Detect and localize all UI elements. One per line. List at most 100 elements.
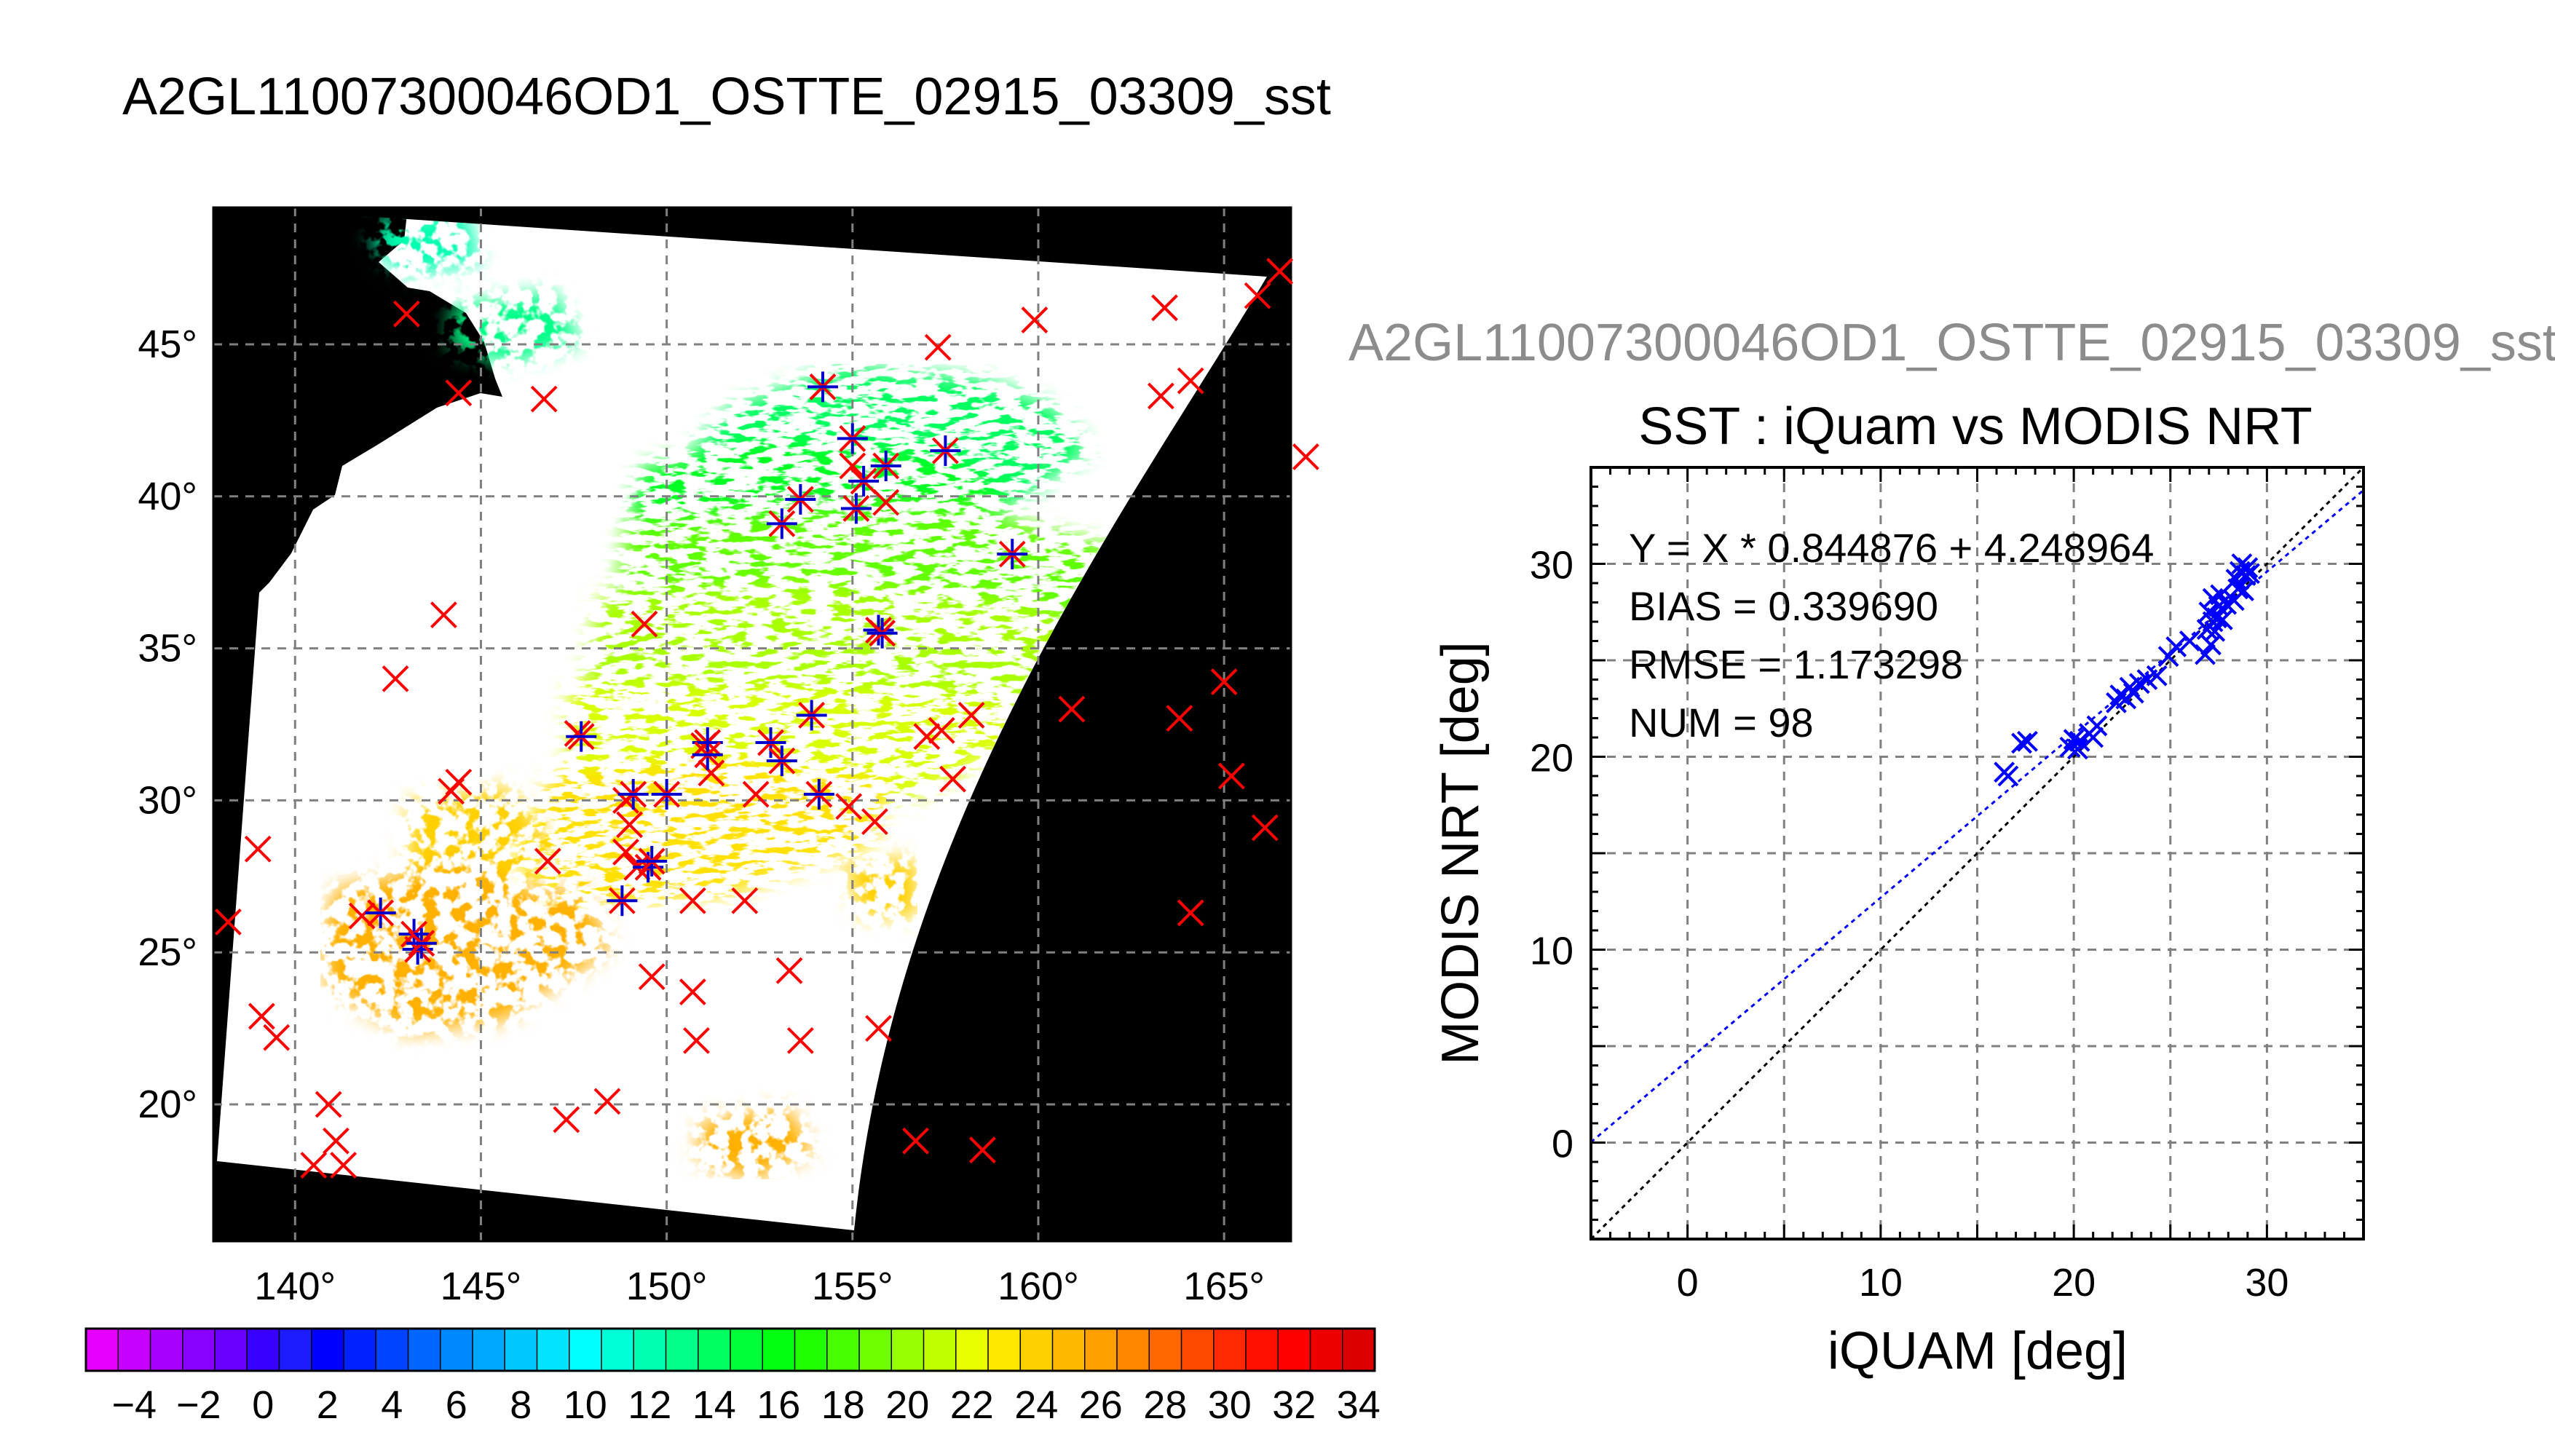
cross-stroke bbox=[968, 1136, 996, 1164]
point-stroke bbox=[2195, 644, 2216, 665]
cross-stroke bbox=[679, 887, 706, 914]
land-mass bbox=[213, 207, 502, 633]
cross-stroke bbox=[1151, 294, 1178, 322]
buoy-cross-marker bbox=[1021, 306, 1049, 333]
cross-stroke bbox=[1266, 258, 1294, 285]
colorbar-tick-label: 2 bbox=[317, 1383, 339, 1427]
scatter-points bbox=[1994, 553, 2260, 787]
colorbar-cell bbox=[279, 1329, 312, 1371]
colorbar-cell bbox=[1213, 1329, 1247, 1371]
cross-stroke bbox=[1210, 668, 1238, 695]
colorbar-tick-label: 32 bbox=[1272, 1383, 1316, 1427]
point-stroke bbox=[2086, 715, 2108, 737]
colorbar-cell bbox=[1310, 1329, 1343, 1371]
cross-stroke bbox=[315, 1091, 342, 1118]
buoy-cross-marker bbox=[330, 1152, 358, 1179]
colorbar-cell bbox=[891, 1329, 924, 1371]
buoy-cross-marker bbox=[1151, 294, 1178, 322]
buoy-cross-marker bbox=[939, 765, 967, 793]
cross-stroke bbox=[348, 902, 376, 930]
cross-stroke bbox=[1166, 705, 1193, 732]
colorbar-tick-label: 28 bbox=[1143, 1383, 1187, 1427]
sst-map: 140° 145° 150° 155° 160° 165° 20° 25° 30° 35° 40° 4… bbox=[138, 206, 1319, 1308]
cross-stroke bbox=[957, 702, 985, 729]
buoy-cross-marker bbox=[928, 716, 955, 744]
colorbar-frame bbox=[84, 1327, 1376, 1372]
map-frame bbox=[212, 206, 1292, 1243]
buoy-cross-marker bbox=[214, 909, 242, 935]
scatter-point bbox=[2200, 634, 2222, 656]
colorbar-tick-label: −4 bbox=[111, 1383, 157, 1427]
matchup-star-marker bbox=[406, 927, 437, 959]
buoy-cross-marker bbox=[553, 1106, 580, 1133]
colorbar-cell bbox=[794, 1329, 828, 1371]
colorbar-cell bbox=[666, 1329, 699, 1371]
buoy-cross-marker bbox=[1266, 258, 1294, 285]
map-x-tick-label: 160° bbox=[998, 1265, 1079, 1308]
scatter-point bbox=[2017, 730, 2038, 752]
cross-stroke bbox=[902, 1127, 929, 1155]
buoy-cross-marker bbox=[924, 333, 952, 361]
buoy-cross-marker bbox=[392, 300, 420, 328]
point-stroke bbox=[2082, 727, 2104, 748]
map-x-tick-label: 155° bbox=[812, 1265, 893, 1308]
colorbar-cell bbox=[988, 1329, 1021, 1371]
cross-stroke bbox=[530, 385, 558, 413]
num-stat: NUM = 98 bbox=[1629, 700, 1814, 745]
colorbar-cell bbox=[1020, 1329, 1053, 1371]
colorbar-cell bbox=[633, 1329, 666, 1371]
scatter-y-axis-label: MODIS NRT [deg] bbox=[1431, 641, 1490, 1065]
cross-stroke bbox=[593, 1088, 621, 1115]
scatter-figure-title: A2GL11007300046OD1_OSTTE_02915_03309_sst bbox=[1348, 314, 2555, 372]
matchup-star-marker bbox=[617, 779, 649, 810]
scatter-point bbox=[2195, 644, 2216, 665]
matchup-star-marker bbox=[692, 739, 723, 770]
cross-stroke bbox=[1292, 443, 1319, 470]
buoy-cross-marker bbox=[1058, 695, 1086, 723]
scatter-point bbox=[2082, 727, 2104, 748]
colorbar-tick-label: 26 bbox=[1079, 1383, 1123, 1427]
point-stroke bbox=[1997, 765, 2019, 787]
scatter-x-tick-label: 20 bbox=[2052, 1261, 2096, 1305]
scatter-x-axis-label: iQUAM [deg] bbox=[1828, 1322, 2128, 1380]
scatter-point bbox=[2086, 715, 2108, 737]
buoy-cross-marker bbox=[638, 963, 666, 991]
cross-stroke bbox=[445, 379, 473, 407]
matchup-star-marker bbox=[796, 700, 827, 731]
matchup-star-marker bbox=[807, 371, 838, 403]
colorbar-tick-label: 22 bbox=[950, 1383, 994, 1427]
buoy-cross-marker bbox=[957, 702, 985, 729]
matchup-star-marker bbox=[766, 745, 797, 777]
colorbar-cell bbox=[569, 1329, 602, 1371]
cross-stroke bbox=[775, 957, 803, 984]
buoy-cross-marker bbox=[612, 838, 639, 866]
point-stroke bbox=[2233, 580, 2254, 602]
buoy-cross-marker bbox=[775, 957, 803, 984]
cross-stroke bbox=[683, 1026, 710, 1054]
figure-title: A2GL11007300046OD1_OSTTE_02915_03309_sst bbox=[122, 68, 1331, 126]
cross-stroke bbox=[1177, 367, 1204, 395]
buoy-cross-marker bbox=[430, 601, 457, 629]
colorbar-cell bbox=[537, 1329, 570, 1371]
matchup-star-marker bbox=[651, 779, 682, 810]
colorbar-cell bbox=[1052, 1329, 1086, 1371]
buoy-cross-marker bbox=[1251, 814, 1279, 842]
buoy-cross-marker bbox=[534, 847, 561, 875]
buoy-cross-marker bbox=[683, 1026, 710, 1054]
buoy-cross-marker bbox=[593, 1088, 621, 1115]
colorbar-cell bbox=[923, 1329, 957, 1371]
cross-stroke bbox=[872, 488, 900, 516]
buoy-cross-marker bbox=[263, 1024, 291, 1051]
scatter-y-tick-label: 10 bbox=[1530, 930, 1573, 973]
buoy-cross-marker bbox=[872, 488, 900, 516]
buoy-cross-marker bbox=[731, 887, 759, 914]
fit-equation: Y = X * 0.844876 + 4.248964 bbox=[1629, 525, 2154, 571]
colorbar-cell bbox=[440, 1329, 473, 1371]
buoy-cross-marker bbox=[631, 610, 658, 638]
colorbar-tick-label: 20 bbox=[885, 1383, 929, 1427]
colorbar-cell bbox=[182, 1329, 216, 1371]
colorbar-tick-label: 6 bbox=[446, 1383, 467, 1427]
colorbar-tick-label: 18 bbox=[821, 1383, 865, 1427]
cross-stroke bbox=[244, 835, 272, 863]
buoy-cross-marker bbox=[913, 723, 941, 751]
